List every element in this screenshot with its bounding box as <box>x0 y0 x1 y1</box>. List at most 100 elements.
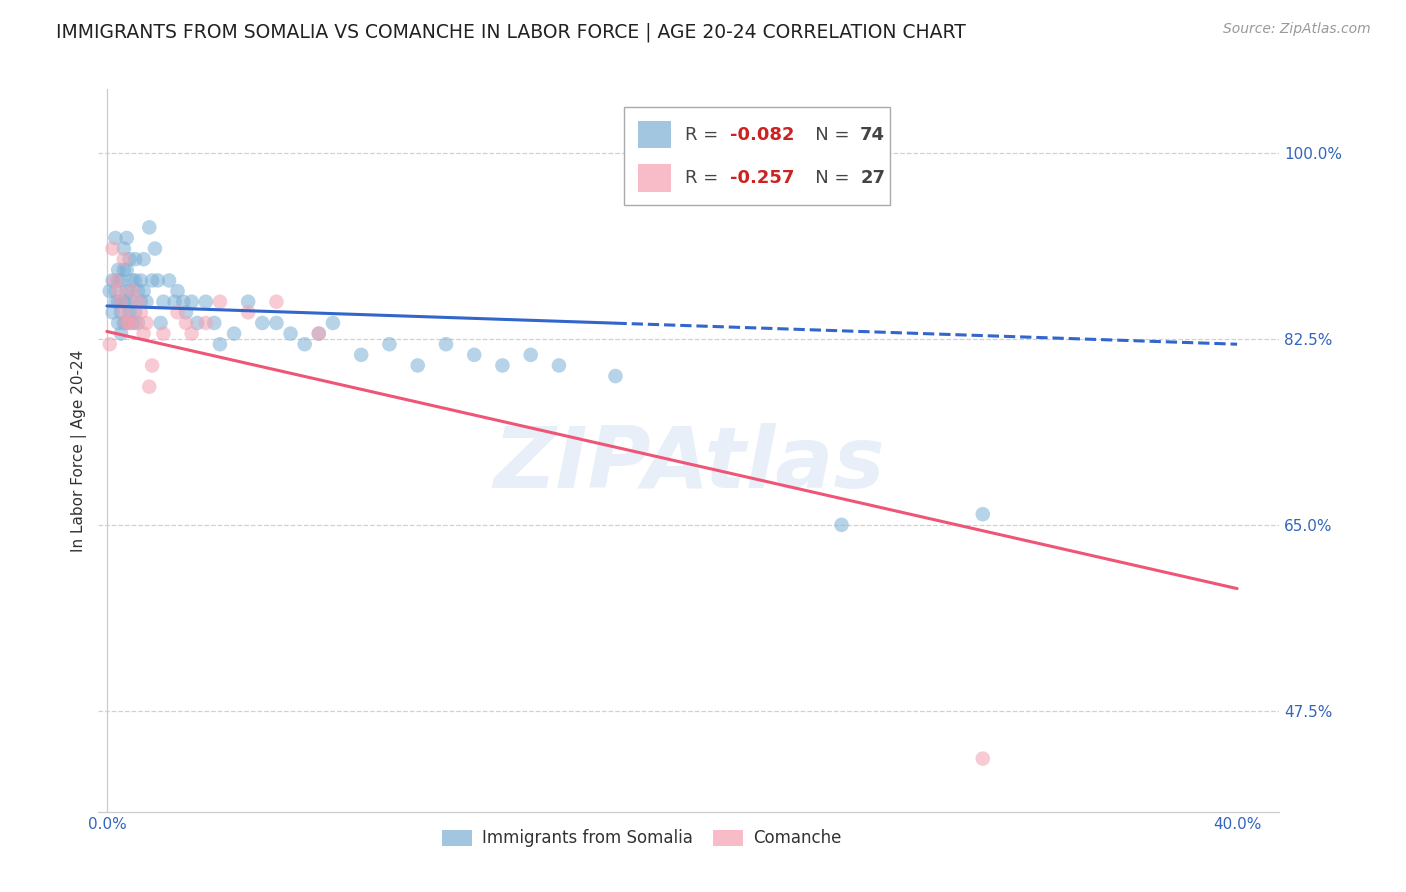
Point <box>107 294 129 309</box>
Point <box>146 273 169 287</box>
Point <box>308 326 330 341</box>
Point <box>115 316 138 330</box>
Point <box>104 294 127 309</box>
Point <box>208 337 231 351</box>
Point <box>118 284 141 298</box>
Point <box>152 326 174 341</box>
Point <box>115 231 138 245</box>
Point <box>350 348 373 362</box>
Point <box>124 316 146 330</box>
Point <box>166 284 188 298</box>
Point <box>121 294 143 309</box>
Point <box>186 316 208 330</box>
Point <box>294 337 316 351</box>
Point <box>141 359 163 373</box>
FancyBboxPatch shape <box>624 107 890 205</box>
Y-axis label: In Labor Force | Age 20-24: In Labor Force | Age 20-24 <box>72 350 87 551</box>
Point <box>266 294 288 309</box>
Point <box>548 359 571 373</box>
Point <box>110 294 132 309</box>
Point <box>121 316 143 330</box>
Point <box>112 305 135 319</box>
Point <box>110 273 132 287</box>
Text: R =: R = <box>685 169 724 187</box>
Point <box>98 337 121 351</box>
Point <box>280 326 302 341</box>
Point <box>110 305 132 319</box>
Point <box>138 220 160 235</box>
Point <box>127 284 149 298</box>
Point <box>101 273 124 287</box>
Point <box>143 242 166 256</box>
Legend: Immigrants from Somalia, Comanche: Immigrants from Somalia, Comanche <box>436 822 848 854</box>
Point <box>141 273 163 287</box>
Bar <box>638 164 671 192</box>
Point <box>222 326 245 341</box>
Point <box>98 284 121 298</box>
Point <box>180 326 202 341</box>
Point <box>107 263 129 277</box>
Point <box>157 273 180 287</box>
Point <box>104 284 127 298</box>
Text: N =: N = <box>797 169 855 187</box>
Point <box>110 294 132 309</box>
Point <box>166 305 188 319</box>
Point <box>238 294 260 309</box>
Point <box>115 316 138 330</box>
Point <box>194 294 217 309</box>
Text: 74: 74 <box>860 126 886 144</box>
Point <box>238 305 260 319</box>
Point <box>135 294 157 309</box>
Text: 27: 27 <box>860 169 886 187</box>
Text: IMMIGRANTS FROM SOMALIA VS COMANCHE IN LABOR FORCE | AGE 20-24 CORRELATION CHART: IMMIGRANTS FROM SOMALIA VS COMANCHE IN L… <box>56 22 966 42</box>
Point <box>118 316 141 330</box>
Point <box>101 242 124 256</box>
Point <box>308 326 330 341</box>
Point <box>174 316 197 330</box>
Point <box>322 316 344 330</box>
Point <box>107 284 129 298</box>
Point <box>112 252 135 267</box>
Point <box>163 294 186 309</box>
Point <box>127 316 149 330</box>
Point <box>124 252 146 267</box>
Point <box>124 273 146 287</box>
Point <box>180 294 202 309</box>
Point <box>208 294 231 309</box>
Point <box>110 326 132 341</box>
Point <box>463 348 485 362</box>
Point <box>129 305 152 319</box>
Point <box>129 294 152 309</box>
Point <box>104 231 127 245</box>
Point <box>112 242 135 256</box>
Text: ZIPAtlas: ZIPAtlas <box>494 424 884 507</box>
Point <box>104 273 127 287</box>
Point <box>972 507 994 521</box>
Text: Source: ZipAtlas.com: Source: ZipAtlas.com <box>1223 22 1371 37</box>
Point <box>135 316 157 330</box>
Point <box>406 359 429 373</box>
Point <box>112 316 135 330</box>
Point <box>112 294 135 309</box>
Point <box>149 316 172 330</box>
Point <box>132 326 155 341</box>
Point <box>121 273 143 287</box>
Point <box>129 273 152 287</box>
Point <box>124 305 146 319</box>
Point <box>202 316 225 330</box>
Point <box>194 316 217 330</box>
Point <box>115 284 138 298</box>
Point <box>132 252 155 267</box>
Point <box>605 369 627 384</box>
Point <box>174 305 197 319</box>
Point <box>252 316 274 330</box>
Text: -0.257: -0.257 <box>730 169 794 187</box>
Point <box>491 359 513 373</box>
Text: R =: R = <box>685 126 724 144</box>
Point <box>127 294 149 309</box>
Point <box>118 305 141 319</box>
Point <box>972 751 994 765</box>
Text: -0.082: -0.082 <box>730 126 794 144</box>
Bar <box>638 121 671 148</box>
Point <box>138 380 160 394</box>
